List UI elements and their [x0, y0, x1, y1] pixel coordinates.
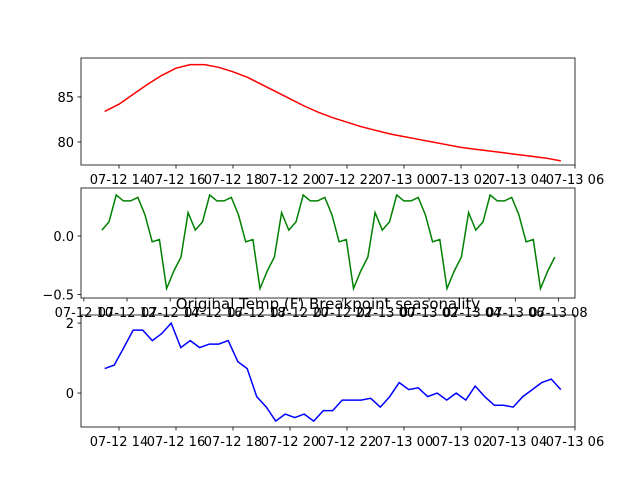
x-tick-label: 07-13 04 — [443, 306, 501, 321]
y-tick-label: 0.0 — [53, 230, 74, 245]
x-tick-label: 07-13 00 — [375, 435, 433, 450]
x-tick-label: 07-12 20 — [270, 306, 328, 321]
x-tick-label: 07-13 02 — [400, 306, 458, 321]
x-tick-label: 07-12 16 — [147, 435, 205, 450]
data-line — [104, 63, 561, 162]
x-tick-label: 07-13 02 — [432, 173, 490, 188]
x-tick-label: 07-13 08 — [529, 306, 587, 321]
data-line — [101, 193, 556, 292]
x-tick-label: 07-12 16 — [147, 173, 205, 188]
x-tick-label: 07-12 14 — [141, 306, 199, 321]
axes-frame — [80, 57, 576, 166]
x-tick-label: 07-12 20 — [261, 435, 319, 450]
x-tick-label: 07-12 22 — [318, 173, 376, 188]
x-tick-label: 07-12 18 — [204, 173, 262, 188]
x-tick-label: 07-13 04 — [489, 435, 547, 450]
x-tick-label: 07-13 04 — [489, 173, 547, 188]
x-tick-label: 07-13 06 — [546, 173, 604, 188]
x-tick-label: 07-12 22 — [318, 435, 376, 450]
y-tick-label: 0 — [66, 387, 74, 402]
x-tick-label: 07-13 02 — [432, 435, 490, 450]
axes-frame — [80, 314, 576, 428]
x-tick-label: 07-12 16 — [184, 306, 242, 321]
x-tick-label: 07-12 10 — [55, 306, 113, 321]
y-tick-label: −0.5 — [42, 288, 74, 303]
x-tick-label: 07-12 20 — [261, 173, 319, 188]
x-tick-label: 07-13 00 — [375, 173, 433, 188]
x-tick-label: 07-12 12 — [98, 306, 156, 321]
data-line — [104, 321, 562, 423]
x-tick-label: 07-13 06 — [546, 435, 604, 450]
axes-frame — [80, 187, 576, 299]
x-tick-label: 07-12 22 — [314, 306, 372, 321]
y-tick-label: 2 — [66, 317, 74, 332]
y-tick-label: 85 — [57, 91, 74, 106]
x-tick-label: 07-12 14 — [90, 435, 148, 450]
subplot-title: Original Temp (F) Breakpoint seasonality — [176, 295, 481, 313]
x-tick-label: 07-12 18 — [204, 435, 262, 450]
x-tick-label: 07-13 00 — [357, 306, 415, 321]
x-tick-label: 07-12 18 — [227, 306, 285, 321]
x-tick-label: 07-13 06 — [486, 306, 544, 321]
x-tick-label: 07-12 14 — [90, 173, 148, 188]
y-tick-label: 80 — [57, 136, 74, 151]
